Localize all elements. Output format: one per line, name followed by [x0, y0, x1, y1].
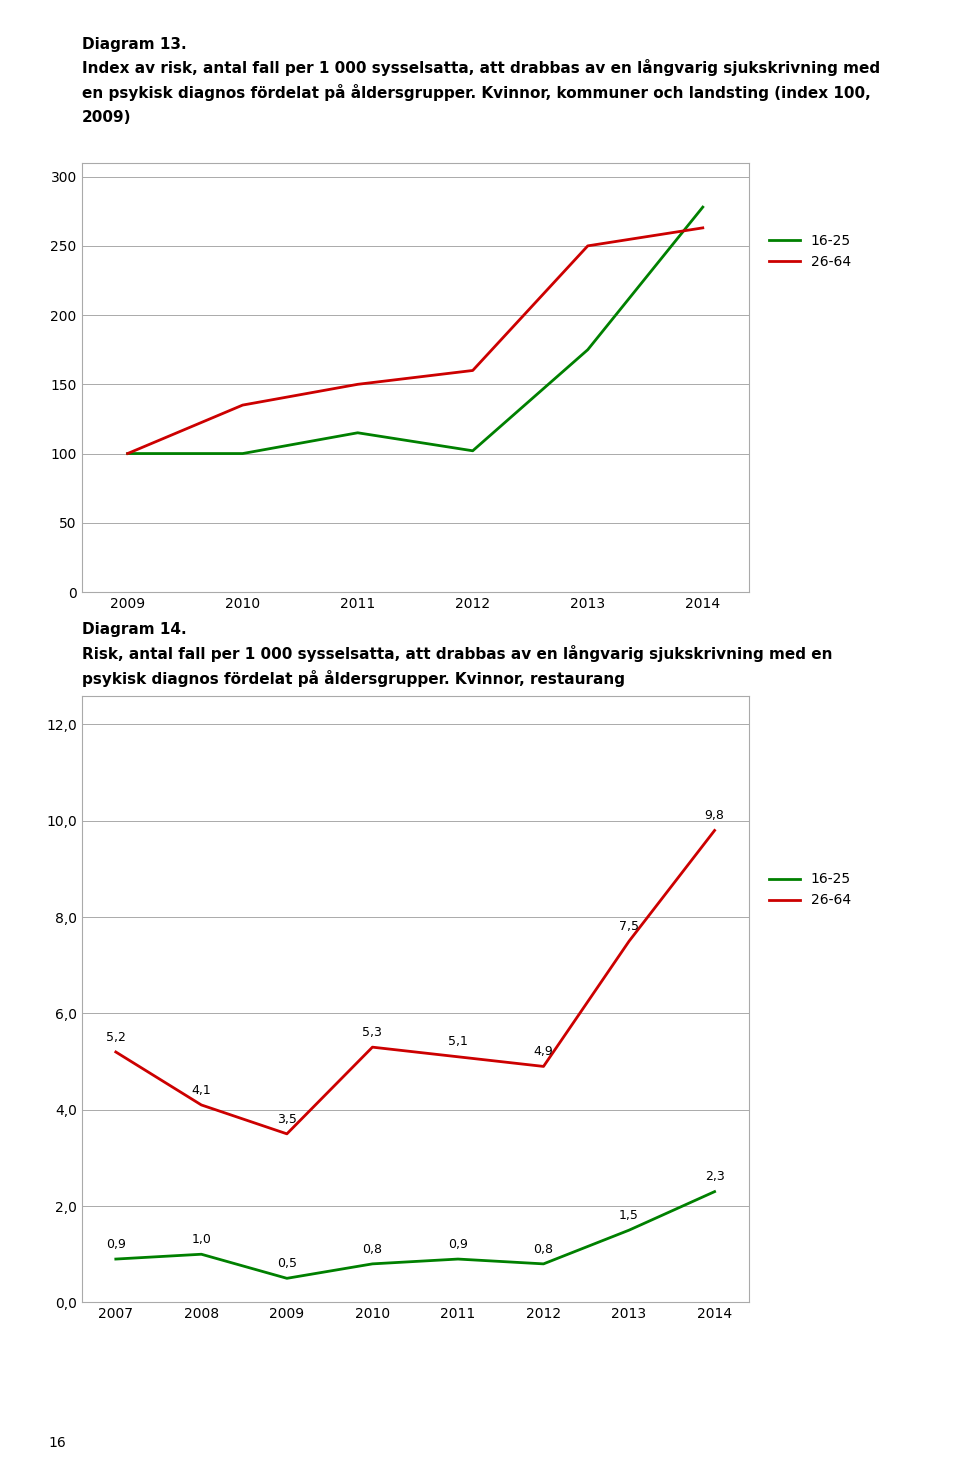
Text: 0,5: 0,5 — [276, 1257, 297, 1270]
Text: 5,3: 5,3 — [363, 1026, 382, 1039]
Text: 0,9: 0,9 — [106, 1237, 126, 1251]
Text: 0,8: 0,8 — [534, 1243, 554, 1255]
Legend: 16-25, 26-64: 16-25, 26-64 — [769, 872, 851, 907]
Text: 2,3: 2,3 — [705, 1171, 725, 1184]
Text: 5,2: 5,2 — [106, 1030, 126, 1043]
Text: 2009): 2009) — [82, 110, 132, 124]
Text: 1,5: 1,5 — [619, 1209, 639, 1222]
Text: 5,1: 5,1 — [448, 1036, 468, 1048]
Text: psykisk diagnos fördelat på åldersgrupper. Kvinnor, restaurang: psykisk diagnos fördelat på åldersgruppe… — [82, 670, 625, 687]
Text: 0,8: 0,8 — [363, 1243, 382, 1255]
Text: 1,0: 1,0 — [191, 1233, 211, 1246]
Text: Risk, antal fall per 1 000 sysselsatta, att drabbas av en långvarig sjukskrivnin: Risk, antal fall per 1 000 sysselsatta, … — [82, 645, 832, 662]
Text: 4,1: 4,1 — [191, 1083, 211, 1097]
Text: 4,9: 4,9 — [534, 1045, 553, 1058]
Text: 3,5: 3,5 — [276, 1113, 297, 1125]
Text: en psykisk diagnos fördelat på åldersgrupper. Kvinnor, kommuner och landsting (i: en psykisk diagnos fördelat på åldersgru… — [82, 84, 871, 101]
Text: Index av risk, antal fall per 1 000 sysselsatta, att drabbas av en långvarig sju: Index av risk, antal fall per 1 000 syss… — [82, 59, 879, 75]
Text: 7,5: 7,5 — [619, 921, 639, 932]
Legend: 16-25, 26-64: 16-25, 26-64 — [769, 234, 851, 269]
Text: 16: 16 — [48, 1437, 65, 1450]
Text: 0,9: 0,9 — [448, 1237, 468, 1251]
Text: Diagram 13.: Diagram 13. — [82, 37, 186, 52]
Text: 9,8: 9,8 — [705, 810, 725, 821]
Text: Diagram 14.: Diagram 14. — [82, 622, 186, 636]
